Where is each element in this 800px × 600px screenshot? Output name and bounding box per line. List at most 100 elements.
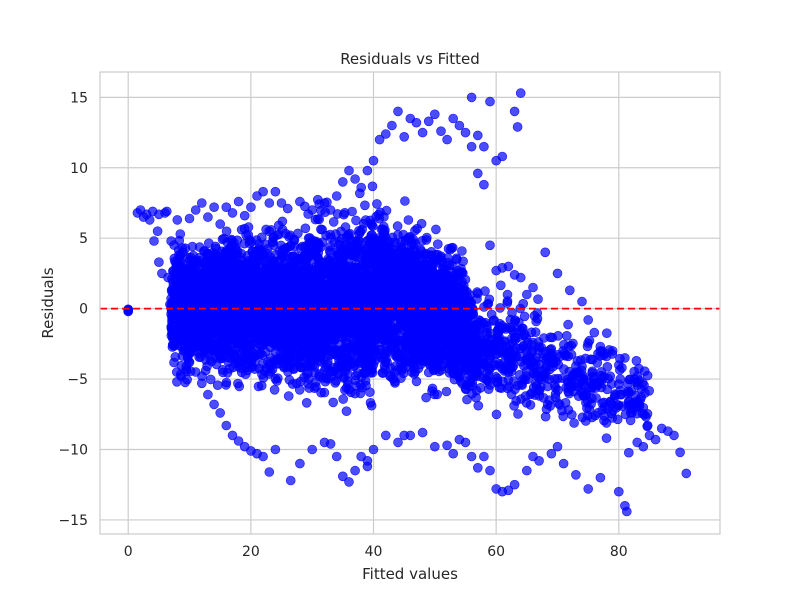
scatter-point — [558, 411, 569, 422]
scatter-point — [301, 397, 312, 408]
scatter-point — [316, 224, 326, 235]
scatter-point — [411, 376, 422, 387]
scatter-point — [421, 392, 431, 403]
scatter-point — [258, 358, 268, 369]
scatter-point — [471, 392, 481, 403]
scatter-point — [561, 330, 572, 341]
scatter-point — [473, 400, 484, 411]
scatter-point — [583, 338, 593, 348]
scatter-point — [521, 332, 532, 343]
scatter-point — [385, 243, 395, 253]
scatter-point — [283, 391, 294, 401]
scatter-point — [431, 224, 441, 235]
scatter-point — [409, 342, 420, 353]
scatter-point — [367, 181, 378, 192]
scatter-point — [510, 384, 520, 395]
scatter-point — [495, 280, 506, 291]
scatter-point — [357, 224, 368, 235]
scatter-point — [577, 412, 588, 423]
scatter-point — [421, 235, 432, 245]
scatter-point — [443, 244, 454, 254]
scatter-point — [381, 205, 392, 216]
scatter-point — [403, 215, 414, 225]
scatter-point — [429, 389, 440, 400]
scatter-point — [269, 384, 280, 395]
scatter-point — [176, 360, 187, 371]
scatter-point — [599, 415, 609, 426]
scatter-point — [328, 217, 339, 227]
scatter-point — [497, 320, 507, 331]
scatter-point — [267, 364, 278, 375]
scatter-point — [239, 223, 250, 234]
scatter-point — [461, 286, 472, 297]
scatter-point — [217, 234, 228, 245]
scatter-point — [457, 246, 467, 256]
scatter-point — [602, 361, 613, 372]
scatter-point — [392, 365, 403, 375]
scatter-point — [321, 230, 331, 241]
scatter-point — [280, 257, 290, 268]
scatter-point — [374, 213, 385, 224]
scatter-point — [502, 289, 513, 300]
scatter-point — [322, 356, 333, 367]
scatter-point — [590, 410, 601, 421]
scatter-point — [602, 384, 613, 395]
scatter-point — [532, 308, 543, 318]
scatter-point — [531, 316, 542, 327]
scatter-point — [254, 239, 264, 249]
scatter-point — [623, 447, 634, 458]
scatter-point — [568, 386, 579, 397]
scatter-point — [531, 380, 542, 391]
scatter-point — [221, 226, 232, 237]
scatter-point — [205, 374, 216, 385]
scatter-point — [513, 409, 523, 419]
scatter-point — [338, 394, 349, 404]
scatter-point — [491, 409, 502, 420]
scatter-point — [462, 394, 472, 405]
scatter-point — [247, 361, 258, 372]
scatter-point — [372, 199, 382, 209]
scatter-point — [479, 302, 489, 312]
scatter-point — [569, 418, 579, 428]
scatter-point — [199, 246, 210, 256]
scatter-point — [525, 400, 536, 410]
scatter-point — [312, 214, 323, 224]
scatter-point — [360, 215, 371, 225]
scatter-point — [553, 330, 563, 341]
scatter-point — [273, 313, 284, 323]
scatter-point — [476, 335, 486, 346]
scatter-point — [412, 250, 422, 261]
scatter-point — [198, 347, 208, 358]
scatter-point — [518, 374, 528, 385]
scatter-point — [412, 223, 422, 234]
scatter-point — [343, 229, 354, 240]
scatter-point — [533, 294, 543, 305]
scatter-point — [539, 333, 549, 343]
scatter-point — [320, 376, 331, 387]
scatter-point — [557, 373, 567, 384]
scatter-point — [483, 376, 493, 387]
scatter-point — [492, 377, 502, 388]
scatter-point — [472, 359, 483, 369]
scatter-point — [585, 354, 596, 365]
scatter-point — [432, 239, 443, 249]
scatter-point — [287, 251, 298, 262]
scatter-point — [328, 397, 339, 408]
scatter-point — [572, 356, 583, 366]
scatter-point — [587, 366, 598, 377]
scatter-point — [265, 353, 276, 363]
scatter-point — [334, 236, 345, 247]
scatter-point — [474, 317, 484, 328]
scatter-point — [642, 408, 653, 419]
scatter-point — [441, 386, 452, 397]
scatter-point — [324, 255, 334, 266]
scatter-point — [366, 400, 377, 411]
scatter-point — [380, 364, 390, 375]
scatter-point — [341, 406, 352, 417]
scatter-point — [508, 376, 519, 386]
scatter-point — [563, 319, 573, 330]
scatter-point — [642, 420, 653, 431]
scatter-point — [587, 393, 597, 404]
scatter-point — [360, 200, 370, 211]
